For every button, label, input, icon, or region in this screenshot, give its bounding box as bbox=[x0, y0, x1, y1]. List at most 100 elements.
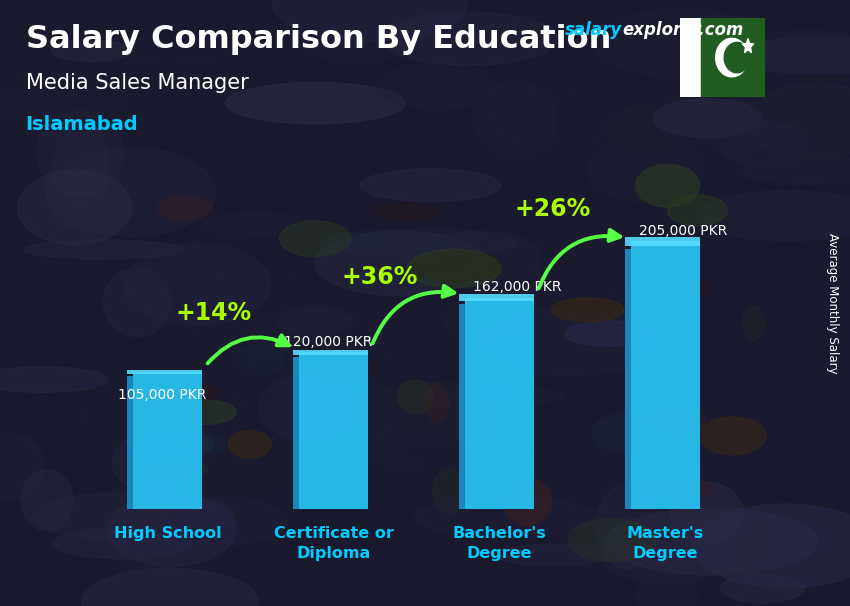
Ellipse shape bbox=[310, 352, 377, 382]
Ellipse shape bbox=[327, 233, 387, 249]
Ellipse shape bbox=[47, 165, 138, 231]
Ellipse shape bbox=[667, 195, 728, 226]
FancyBboxPatch shape bbox=[625, 250, 631, 509]
Ellipse shape bbox=[82, 568, 258, 606]
Ellipse shape bbox=[605, 508, 818, 575]
Ellipse shape bbox=[273, 0, 467, 41]
Ellipse shape bbox=[742, 306, 764, 341]
Ellipse shape bbox=[24, 240, 184, 259]
Ellipse shape bbox=[285, 0, 428, 64]
Ellipse shape bbox=[606, 96, 757, 171]
Ellipse shape bbox=[642, 402, 762, 452]
Polygon shape bbox=[716, 38, 746, 77]
Ellipse shape bbox=[700, 445, 751, 484]
Text: 205,000 PKR: 205,000 PKR bbox=[639, 224, 727, 238]
Ellipse shape bbox=[229, 430, 271, 458]
Ellipse shape bbox=[680, 280, 712, 295]
Ellipse shape bbox=[594, 9, 768, 78]
Ellipse shape bbox=[163, 383, 220, 404]
Bar bbox=[680, 18, 701, 97]
Ellipse shape bbox=[397, 380, 433, 413]
Ellipse shape bbox=[654, 99, 762, 138]
Ellipse shape bbox=[53, 123, 110, 209]
Text: +26%: +26% bbox=[514, 197, 591, 221]
Ellipse shape bbox=[258, 373, 365, 442]
Ellipse shape bbox=[233, 346, 284, 375]
Ellipse shape bbox=[719, 122, 808, 166]
Polygon shape bbox=[742, 38, 754, 53]
Ellipse shape bbox=[558, 498, 770, 580]
Ellipse shape bbox=[737, 36, 850, 74]
Ellipse shape bbox=[597, 484, 660, 570]
Ellipse shape bbox=[52, 528, 194, 559]
Ellipse shape bbox=[360, 169, 501, 202]
Text: Media Sales Manager: Media Sales Manager bbox=[26, 73, 248, 93]
Text: 162,000 PKR: 162,000 PKR bbox=[473, 280, 561, 294]
Text: Average Monthly Salary: Average Monthly Salary bbox=[826, 233, 840, 373]
Text: +36%: +36% bbox=[342, 265, 418, 288]
Ellipse shape bbox=[113, 557, 171, 606]
Bar bbox=[293, 350, 368, 355]
Ellipse shape bbox=[47, 148, 216, 236]
Ellipse shape bbox=[544, 443, 705, 524]
FancyBboxPatch shape bbox=[293, 357, 298, 509]
Ellipse shape bbox=[157, 196, 212, 220]
Ellipse shape bbox=[496, 544, 609, 565]
Bar bbox=[631, 241, 700, 509]
Ellipse shape bbox=[126, 424, 295, 501]
Text: explorer.com: explorer.com bbox=[622, 21, 744, 39]
Ellipse shape bbox=[21, 470, 73, 531]
Ellipse shape bbox=[693, 504, 850, 588]
Ellipse shape bbox=[112, 433, 196, 493]
FancyBboxPatch shape bbox=[459, 304, 465, 509]
Ellipse shape bbox=[165, 497, 288, 545]
Ellipse shape bbox=[33, 491, 235, 541]
Ellipse shape bbox=[745, 30, 850, 72]
Ellipse shape bbox=[670, 482, 743, 544]
Ellipse shape bbox=[0, 433, 44, 501]
Ellipse shape bbox=[592, 413, 667, 451]
Ellipse shape bbox=[377, 63, 498, 110]
Ellipse shape bbox=[407, 244, 479, 277]
Ellipse shape bbox=[337, 436, 539, 466]
Ellipse shape bbox=[178, 266, 333, 354]
Bar bbox=[465, 298, 535, 509]
Ellipse shape bbox=[594, 314, 734, 342]
Ellipse shape bbox=[451, 397, 499, 447]
Ellipse shape bbox=[473, 81, 557, 160]
Ellipse shape bbox=[552, 298, 624, 322]
Ellipse shape bbox=[80, 373, 254, 462]
Bar bbox=[459, 294, 535, 301]
Ellipse shape bbox=[0, 367, 108, 392]
Ellipse shape bbox=[136, 427, 212, 462]
Ellipse shape bbox=[204, 211, 309, 236]
Ellipse shape bbox=[225, 82, 405, 124]
Ellipse shape bbox=[637, 556, 698, 606]
Polygon shape bbox=[724, 42, 750, 73]
Bar bbox=[133, 372, 202, 509]
Ellipse shape bbox=[280, 221, 350, 256]
Ellipse shape bbox=[314, 231, 487, 296]
Text: +14%: +14% bbox=[176, 301, 252, 325]
Ellipse shape bbox=[270, 373, 399, 454]
Bar bbox=[625, 237, 700, 246]
Ellipse shape bbox=[18, 170, 132, 245]
Ellipse shape bbox=[565, 321, 654, 346]
Ellipse shape bbox=[738, 48, 850, 81]
Ellipse shape bbox=[442, 298, 530, 340]
Ellipse shape bbox=[371, 202, 443, 221]
Ellipse shape bbox=[354, 381, 528, 448]
Ellipse shape bbox=[318, 229, 518, 256]
Ellipse shape bbox=[37, 110, 124, 196]
Bar bbox=[298, 353, 368, 509]
Ellipse shape bbox=[103, 268, 172, 337]
Ellipse shape bbox=[615, 104, 679, 155]
Ellipse shape bbox=[382, 12, 558, 65]
Ellipse shape bbox=[636, 164, 700, 207]
Ellipse shape bbox=[186, 217, 245, 280]
Ellipse shape bbox=[744, 83, 850, 158]
Text: 120,000 PKR: 120,000 PKR bbox=[284, 335, 372, 349]
Ellipse shape bbox=[412, 251, 502, 281]
Ellipse shape bbox=[422, 386, 565, 405]
Ellipse shape bbox=[462, 376, 532, 401]
